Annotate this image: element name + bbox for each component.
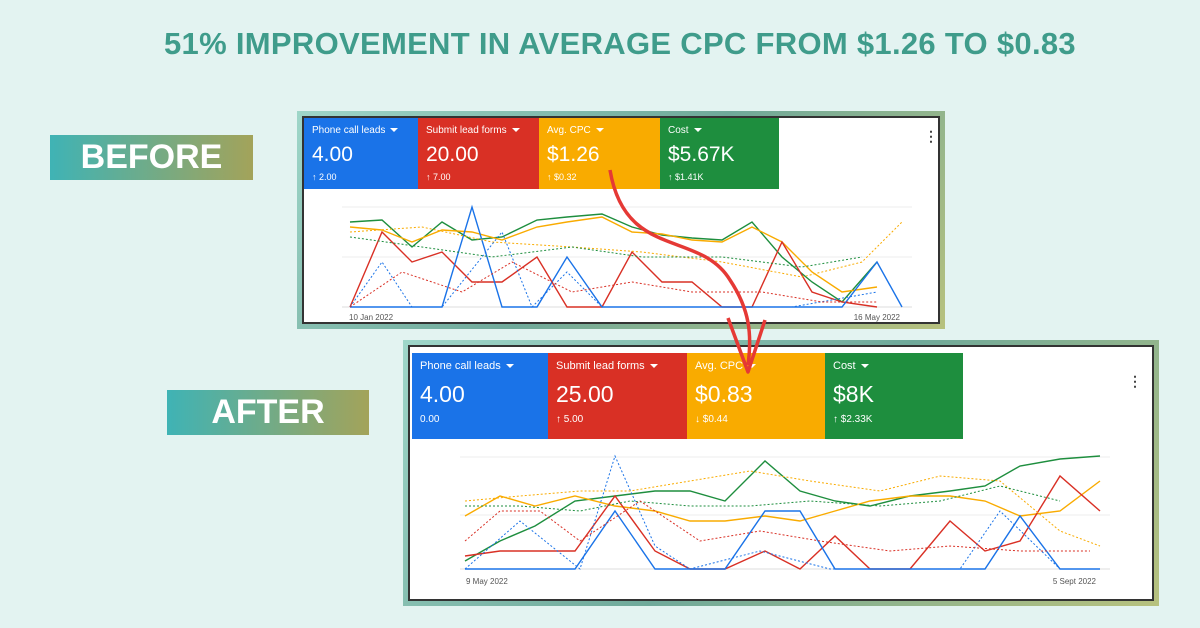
metric-delta: ↑ $0.32 <box>547 172 577 182</box>
series-line <box>349 231 878 308</box>
line-chart <box>460 454 1110 570</box>
line-chart <box>342 204 912 308</box>
start-date: 10 Jan 2022 <box>349 313 394 322</box>
series-line <box>349 236 863 268</box>
metric-card[interactable]: Cost $5.67K ↑ $1.41K <box>660 118 779 189</box>
metric-card[interactable]: Cost $8K ↑ $2.33K <box>825 353 963 439</box>
metric-label: Phone call leads <box>312 125 410 136</box>
metric-delta: ↑ 7.00 <box>426 172 451 182</box>
metric-label: Cost <box>668 125 771 136</box>
end-date: 5 Sept 2022 <box>1052 577 1096 586</box>
before-panel: Phone call leads 4.00 ↑ 2.00 Submit lead… <box>297 111 945 329</box>
metric-delta: 0.00 <box>420 414 440 425</box>
series-line <box>464 454 1061 570</box>
metric-label: Phone call leads <box>420 360 540 372</box>
series-line <box>464 470 1101 547</box>
series-line <box>464 474 1101 570</box>
start-date: 9 May 2022 <box>466 577 508 586</box>
end-date: 16 May 2022 <box>853 313 900 322</box>
metric-delta: ↑ $2.33K <box>833 414 873 425</box>
metric-value: 4.00 <box>420 381 465 407</box>
series-line <box>464 500 1090 552</box>
series-line <box>464 455 1101 562</box>
metric-value: $5.67K <box>668 143 735 166</box>
series-line <box>349 230 878 308</box>
metric-value: 25.00 <box>556 381 614 407</box>
metric-delta: ↑ 2.00 <box>312 172 337 182</box>
series-line <box>464 480 1101 522</box>
metric-value: 20.00 <box>426 143 479 166</box>
metric-card[interactable]: Avg. CPC $1.26 ↑ $0.32 <box>539 118 660 189</box>
metric-label: Submit lead forms <box>426 125 531 136</box>
menu-button[interactable]: ⋮ <box>924 128 938 144</box>
series-line <box>349 216 878 293</box>
metric-label: Submit lead forms <box>556 360 679 372</box>
series-line <box>349 221 903 278</box>
after-tag: AFTER <box>167 390 369 435</box>
metric-card[interactable]: Phone call leads 4.00 ↑ 2.00 <box>304 118 418 189</box>
series-line <box>349 261 877 308</box>
after-panel: Phone call leads 4.00 0.00 Submit lead f… <box>403 340 1159 606</box>
metric-value: $8K <box>833 381 874 407</box>
series-line <box>465 509 1100 570</box>
metric-label: Avg. CPC <box>547 125 652 136</box>
metric-delta: ↑ 5.00 <box>556 414 584 425</box>
metric-label: Cost <box>833 360 955 372</box>
metric-delta: ↓ $0.44 <box>695 414 728 425</box>
metric-value: $0.83 <box>695 381 753 407</box>
metric-card[interactable]: Avg. CPC $0.83 ↓ $0.44 <box>687 353 825 439</box>
metric-card[interactable]: Phone call leads 4.00 0.00 <box>412 353 548 439</box>
menu-button[interactable]: ⋮ <box>1128 373 1142 389</box>
before-tag: BEFORE <box>50 135 253 180</box>
headline: 51% IMPROVEMENT IN AVERAGE CPC FROM $1.2… <box>164 26 1076 61</box>
metric-card[interactable]: Submit lead forms 25.00 ↑ 5.00 <box>548 353 687 439</box>
metric-delta: ↑ $1.41K <box>668 172 704 182</box>
metric-card[interactable]: Submit lead forms 20.00 ↑ 7.00 <box>418 118 539 189</box>
series-line <box>465 485 1061 512</box>
metric-value: 4.00 <box>312 143 353 166</box>
metric-value: $1.26 <box>547 143 600 166</box>
metric-label: Avg. CPC <box>695 360 817 372</box>
